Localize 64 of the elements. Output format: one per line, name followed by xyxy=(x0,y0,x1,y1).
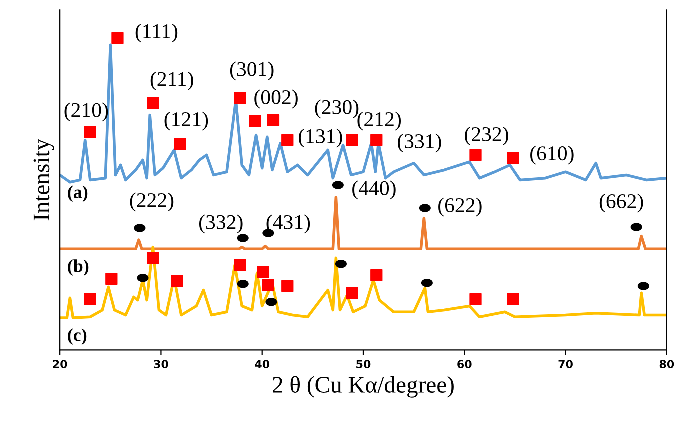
annotation: (332) xyxy=(199,214,243,234)
point xyxy=(84,126,96,138)
x-tick-label: 20 xyxy=(53,360,68,369)
annotation: (121) xyxy=(164,112,208,131)
point xyxy=(282,134,294,146)
series-label: (a) xyxy=(68,186,88,202)
point xyxy=(237,234,249,242)
point xyxy=(249,115,262,128)
point xyxy=(147,97,160,110)
point xyxy=(147,252,160,264)
series-label: (b) xyxy=(68,260,89,276)
point xyxy=(106,273,118,286)
point xyxy=(234,92,246,104)
point xyxy=(470,293,482,306)
point xyxy=(346,287,358,300)
x-tick-label: 40 xyxy=(255,360,270,369)
point xyxy=(630,223,642,232)
point xyxy=(171,275,184,288)
x-axis-title: 2 θ (Cu Kα/degree) xyxy=(273,376,454,398)
point xyxy=(267,114,280,126)
point xyxy=(282,280,294,292)
annotation: (301) xyxy=(230,62,274,81)
point xyxy=(507,152,520,164)
point xyxy=(346,134,358,146)
point xyxy=(137,274,149,282)
x-tick-label: 30 xyxy=(154,360,168,369)
point xyxy=(332,181,344,190)
point xyxy=(174,138,187,150)
point xyxy=(237,280,249,288)
annotation: (622) xyxy=(438,198,482,217)
point xyxy=(335,260,347,268)
annotation: (331) xyxy=(398,134,442,153)
annotation: (131) xyxy=(298,128,342,148)
annotation: (211) xyxy=(150,72,194,91)
annotation: (440) xyxy=(352,180,396,200)
x-tick-label: 60 xyxy=(458,360,472,369)
y-axis-title: Intensity xyxy=(34,138,55,221)
point xyxy=(370,269,383,282)
annotation: (002) xyxy=(254,90,298,109)
annotation: (111) xyxy=(136,24,178,43)
point xyxy=(257,266,270,278)
point xyxy=(507,293,520,306)
annotation: (431) xyxy=(266,214,310,234)
series-label: (c) xyxy=(68,328,87,345)
point xyxy=(234,259,246,272)
point xyxy=(470,149,482,162)
point xyxy=(370,134,383,146)
point xyxy=(112,32,124,44)
annotation: (662) xyxy=(600,194,644,213)
point xyxy=(262,279,274,292)
annotation: (222) xyxy=(130,192,174,212)
annotation: (610) xyxy=(530,146,574,165)
annotation: (230) xyxy=(315,100,359,119)
point xyxy=(84,293,96,306)
point xyxy=(419,204,431,212)
annotation: (232) xyxy=(465,126,508,146)
point xyxy=(421,279,433,288)
point xyxy=(266,298,278,306)
point xyxy=(638,282,650,290)
point xyxy=(134,224,146,232)
annotation: (212) xyxy=(358,112,402,131)
x-tick-label: 80 xyxy=(660,360,674,369)
x-tick-label: 50 xyxy=(356,360,371,369)
x-tick-label: 70 xyxy=(558,360,573,369)
